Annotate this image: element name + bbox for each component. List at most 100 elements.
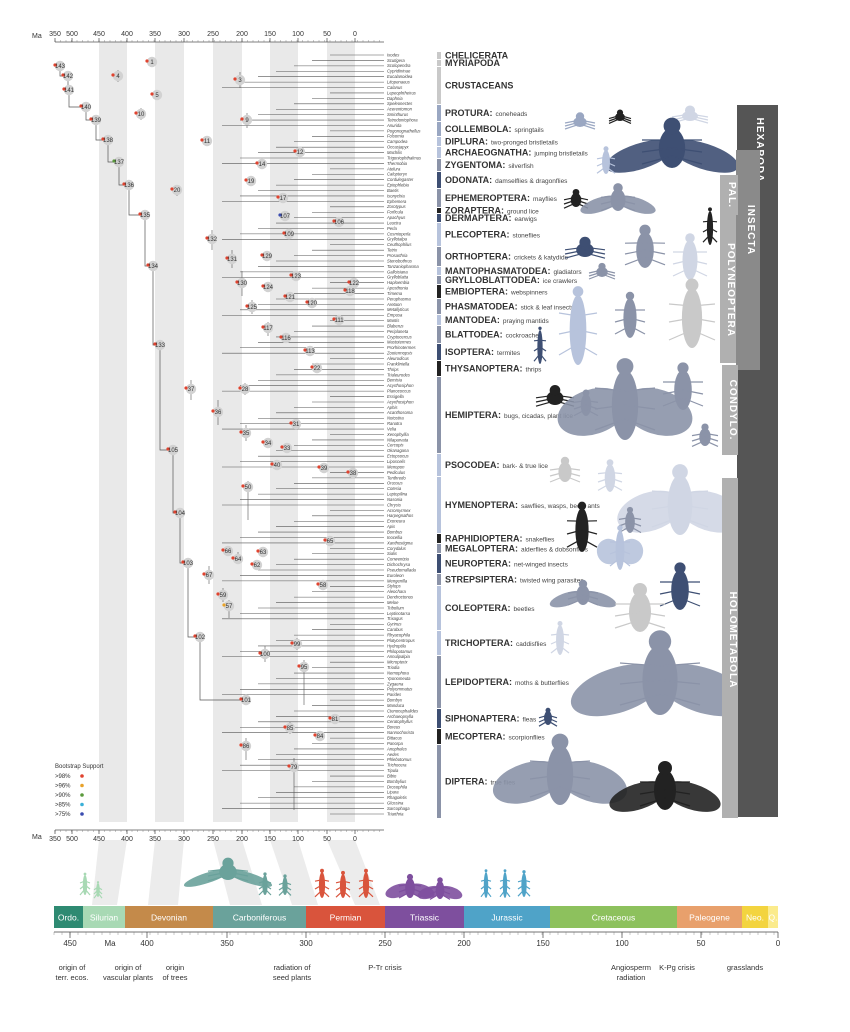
leg — [651, 504, 681, 510]
taxon-label: Aretaon — [386, 302, 402, 307]
axis-tick-label: 450 — [93, 836, 105, 843]
leg — [550, 639, 561, 645]
head — [341, 870, 345, 875]
leg — [609, 483, 623, 491]
order-bar — [437, 159, 441, 171]
support-dot — [280, 445, 284, 449]
head — [633, 583, 647, 597]
node-number: 64 — [235, 557, 242, 563]
leg — [564, 119, 581, 124]
triassic-moth-silhouette — [417, 877, 463, 900]
period-segment: Silurian — [83, 906, 125, 928]
leg — [605, 166, 616, 174]
taxon-label: Leuctra — [387, 220, 402, 225]
head — [625, 291, 635, 301]
leg — [547, 714, 558, 719]
tree-branch — [199, 637, 246, 701]
timescale-tick-label: 50 — [697, 939, 706, 948]
leg — [429, 893, 441, 900]
order-label: MANTOPHASMATODEA: gladiators — [445, 266, 582, 276]
order-bar — [437, 67, 441, 104]
event-line: origin — [166, 963, 184, 972]
leg — [704, 440, 719, 447]
head — [549, 384, 561, 396]
earwig-silhouette — [564, 236, 606, 259]
leg — [523, 889, 531, 897]
leg — [314, 889, 323, 898]
leg — [577, 343, 598, 356]
leg — [618, 517, 631, 520]
node-circle — [232, 553, 244, 565]
node-circle — [329, 713, 341, 725]
band-condylo: CONDYLO. — [722, 365, 738, 455]
leg — [639, 611, 666, 617]
tree-node: 120 — [305, 297, 318, 309]
leg — [579, 121, 596, 127]
node-circle — [246, 301, 258, 313]
support-dot — [250, 562, 254, 566]
event-line: of trees — [162, 973, 187, 982]
taxon-label: Bombus — [387, 529, 403, 534]
node-number: 84 — [317, 734, 324, 740]
support-dot — [332, 219, 336, 223]
taxon-label: Annulipalpia — [386, 654, 410, 659]
head — [283, 874, 287, 878]
taxon-label: Cercopis — [387, 443, 404, 448]
leg — [597, 483, 611, 491]
node-circle — [271, 459, 283, 471]
tree-node: 102 — [193, 631, 206, 643]
taxon-label: Panorpa — [387, 741, 404, 746]
taxon-label: Ixodes — [387, 52, 400, 57]
taxon-label: Calopteryx — [387, 172, 408, 177]
legend-label: >98% — [55, 774, 71, 780]
axis-unit: Ma — [32, 33, 42, 40]
leg — [264, 880, 272, 884]
support-dot — [101, 137, 105, 141]
node-number: 111 — [334, 318, 344, 324]
order-label: MANTODEA: praying mantids — [445, 315, 549, 325]
head — [685, 233, 695, 243]
wing — [616, 195, 656, 214]
node-number: 117 — [263, 326, 273, 332]
node-circle — [304, 345, 316, 357]
triassic-moth-silhouette — [385, 873, 435, 899]
order-description: sawflies, wasps, bees, ants — [521, 503, 601, 510]
node-number: 4 — [116, 74, 120, 80]
leg — [278, 885, 286, 891]
support-dot — [305, 300, 309, 304]
leg — [582, 594, 599, 600]
trichoptera-silhouette — [550, 620, 570, 655]
leg — [596, 166, 607, 174]
leg — [709, 234, 718, 243]
support-dot — [122, 182, 126, 186]
taxon-label: Anopheles — [386, 746, 408, 751]
axis-tick-label: 0 — [353, 836, 357, 843]
timescale-events: origin of terr. ecos.origin of vascular pl… — [56, 963, 764, 982]
leg — [664, 797, 691, 807]
wing — [609, 781, 668, 812]
taxon-label: Campodea — [387, 139, 408, 144]
legend-swatch — [80, 802, 84, 807]
tree-node: 38 — [346, 467, 359, 479]
node-circle — [284, 291, 296, 303]
order-block: COLLEMBOLA: springtails — [437, 122, 545, 136]
node-circle — [279, 210, 291, 222]
leg — [582, 598, 599, 606]
node-number: 62 — [254, 563, 261, 569]
taxon-label: Rhagoletis — [387, 795, 408, 800]
period-segment: Devonian — [125, 906, 213, 928]
support-dot — [145, 59, 149, 63]
leg — [358, 884, 367, 890]
node-circle — [54, 60, 66, 72]
order-block: COLEOPTERA: beetles — [437, 586, 535, 630]
order-name: STREPSIPTERA: — [445, 575, 517, 585]
order-block: NEUROPTERA: net-winged insects — [437, 554, 569, 573]
tree-node: 139 — [89, 114, 102, 126]
order-name: EMBIOPTERA: — [445, 287, 508, 297]
timescale-event: P-Tr crisis — [368, 963, 402, 972]
order-name: COLLEMBOLA: — [445, 124, 512, 134]
head — [708, 207, 712, 212]
taxon-label: Notostira — [387, 416, 404, 421]
leg — [617, 199, 636, 205]
taxon-label: Corydalus — [387, 546, 407, 551]
